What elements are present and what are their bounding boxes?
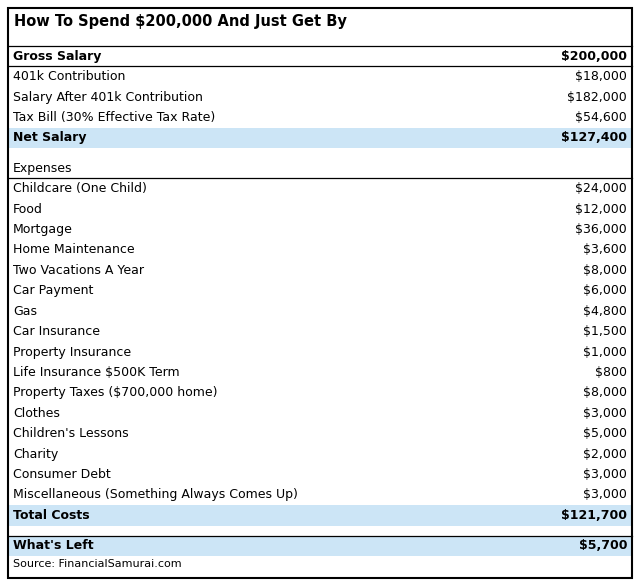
Text: $5,000: $5,000 xyxy=(583,427,627,440)
Text: $5,700: $5,700 xyxy=(579,539,627,552)
Text: Miscellaneous (Something Always Comes Up): Miscellaneous (Something Always Comes Up… xyxy=(13,489,298,502)
Text: Childcare (One Child): Childcare (One Child) xyxy=(13,182,147,195)
Text: $800: $800 xyxy=(595,366,627,379)
Text: Salary After 401k Contribution: Salary After 401k Contribution xyxy=(13,91,203,104)
Bar xyxy=(8,536,632,556)
Text: Home Maintenance: Home Maintenance xyxy=(13,243,134,257)
Text: $200,000: $200,000 xyxy=(561,50,627,63)
Text: $8,000: $8,000 xyxy=(583,264,627,277)
Text: Car Insurance: Car Insurance xyxy=(13,325,100,338)
Text: $127,400: $127,400 xyxy=(561,131,627,144)
Text: How To Spend $200,000 And Just Get By: How To Spend $200,000 And Just Get By xyxy=(14,14,347,29)
Text: Car Payment: Car Payment xyxy=(13,284,93,297)
Text: $3,000: $3,000 xyxy=(583,489,627,502)
Text: $6,000: $6,000 xyxy=(583,284,627,297)
Text: $121,700: $121,700 xyxy=(561,509,627,522)
Text: Property Taxes ($700,000 home): Property Taxes ($700,000 home) xyxy=(13,386,218,400)
Text: $12,000: $12,000 xyxy=(575,203,627,216)
Text: $1,000: $1,000 xyxy=(583,346,627,359)
Text: $36,000: $36,000 xyxy=(575,223,627,236)
Text: Net Salary: Net Salary xyxy=(13,131,86,144)
Text: Gross Salary: Gross Salary xyxy=(13,50,101,63)
Bar xyxy=(8,505,632,526)
Text: Children's Lessons: Children's Lessons xyxy=(13,427,129,440)
Text: Life Insurance $500K Term: Life Insurance $500K Term xyxy=(13,366,180,379)
Text: Source: FinancialSamurai.com: Source: FinancialSamurai.com xyxy=(13,559,182,569)
Text: $182,000: $182,000 xyxy=(567,91,627,104)
Text: $2,000: $2,000 xyxy=(583,448,627,461)
Text: Total Costs: Total Costs xyxy=(13,509,90,522)
Text: Two Vacations A Year: Two Vacations A Year xyxy=(13,264,144,277)
Text: Consumer Debt: Consumer Debt xyxy=(13,468,111,481)
Text: Food: Food xyxy=(13,203,43,216)
Text: $18,000: $18,000 xyxy=(575,70,627,83)
Text: Clothes: Clothes xyxy=(13,407,60,420)
Text: 401k Contribution: 401k Contribution xyxy=(13,70,125,83)
Text: $4,800: $4,800 xyxy=(583,305,627,318)
Text: Property Insurance: Property Insurance xyxy=(13,346,131,359)
Text: Mortgage: Mortgage xyxy=(13,223,73,236)
Text: $3,000: $3,000 xyxy=(583,407,627,420)
Text: $24,000: $24,000 xyxy=(575,182,627,195)
Bar xyxy=(8,128,632,148)
Text: Tax Bill (30% Effective Tax Rate): Tax Bill (30% Effective Tax Rate) xyxy=(13,111,215,124)
Text: $1,500: $1,500 xyxy=(583,325,627,338)
Text: $54,600: $54,600 xyxy=(575,111,627,124)
Text: $3,600: $3,600 xyxy=(583,243,627,257)
Text: Expenses: Expenses xyxy=(13,162,72,175)
Text: What's Left: What's Left xyxy=(13,539,93,552)
Text: $3,000: $3,000 xyxy=(583,468,627,481)
Text: Charity: Charity xyxy=(13,448,58,461)
Text: $8,000: $8,000 xyxy=(583,386,627,400)
Text: Gas: Gas xyxy=(13,305,37,318)
